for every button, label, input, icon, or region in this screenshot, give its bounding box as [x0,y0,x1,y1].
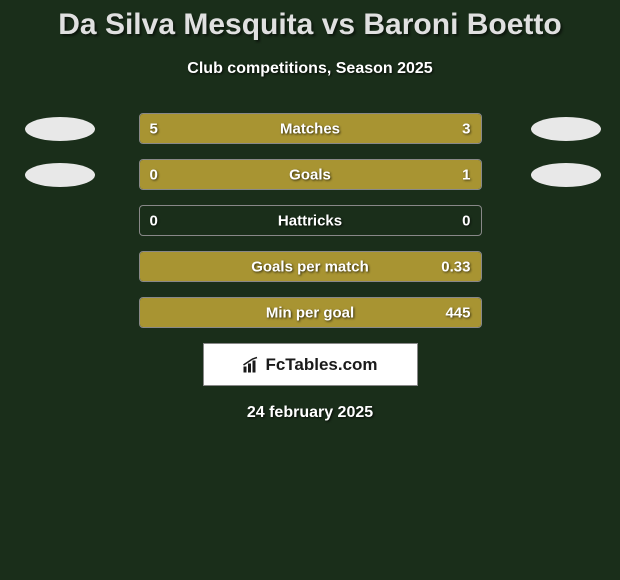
chart-icon [242,356,260,374]
stat-label: Matches [280,120,340,137]
logo: FcTables.com [242,355,377,375]
value-right: 3 [462,120,470,137]
value-left: 0 [150,166,158,183]
value-right: 1 [462,166,470,183]
stat-label: Hattricks [278,212,342,229]
stat-bar-area: 0 0 Hattricks [139,205,482,236]
value-right: 0 [462,212,470,229]
stat-row: 0 0 Hattricks [0,205,620,236]
stat-bar-area: 0 1 Goals [139,159,482,190]
player-avatar-left [25,117,95,141]
stat-bar-area: 0.33 Goals per match [139,251,482,282]
stat-row: 0.33 Goals per match [0,251,620,282]
stats-chart: 5 3 Matches 0 1 Goals 0 0 Hattricks 0.33 Goals per… [0,113,620,328]
date-label: 24 february 2025 [0,404,620,422]
player-avatar-right [531,117,601,141]
bar-right [201,160,481,189]
stat-row: 0 1 Goals [0,159,620,190]
stat-label: Min per goal [266,304,354,321]
stat-label: Goals [289,166,331,183]
value-left: 0 [150,212,158,229]
player-avatar-right [531,163,601,187]
comparison-title: Da Silva Mesquita vs Baroni Boetto [0,0,620,42]
value-left: 5 [150,120,158,137]
stat-row: 5 3 Matches [0,113,620,144]
value-right: 445 [445,304,470,321]
stat-bar-area: 5 3 Matches [139,113,482,144]
value-right: 0.33 [441,258,470,275]
comparison-subtitle: Club competitions, Season 2025 [0,60,620,78]
logo-text: FcTables.com [265,355,377,375]
stat-row: 445 Min per goal [0,297,620,328]
player-avatar-left [25,163,95,187]
stat-label: Goals per match [251,258,369,275]
logo-box: FcTables.com [203,343,418,386]
stat-bar-area: 445 Min per goal [139,297,482,328]
